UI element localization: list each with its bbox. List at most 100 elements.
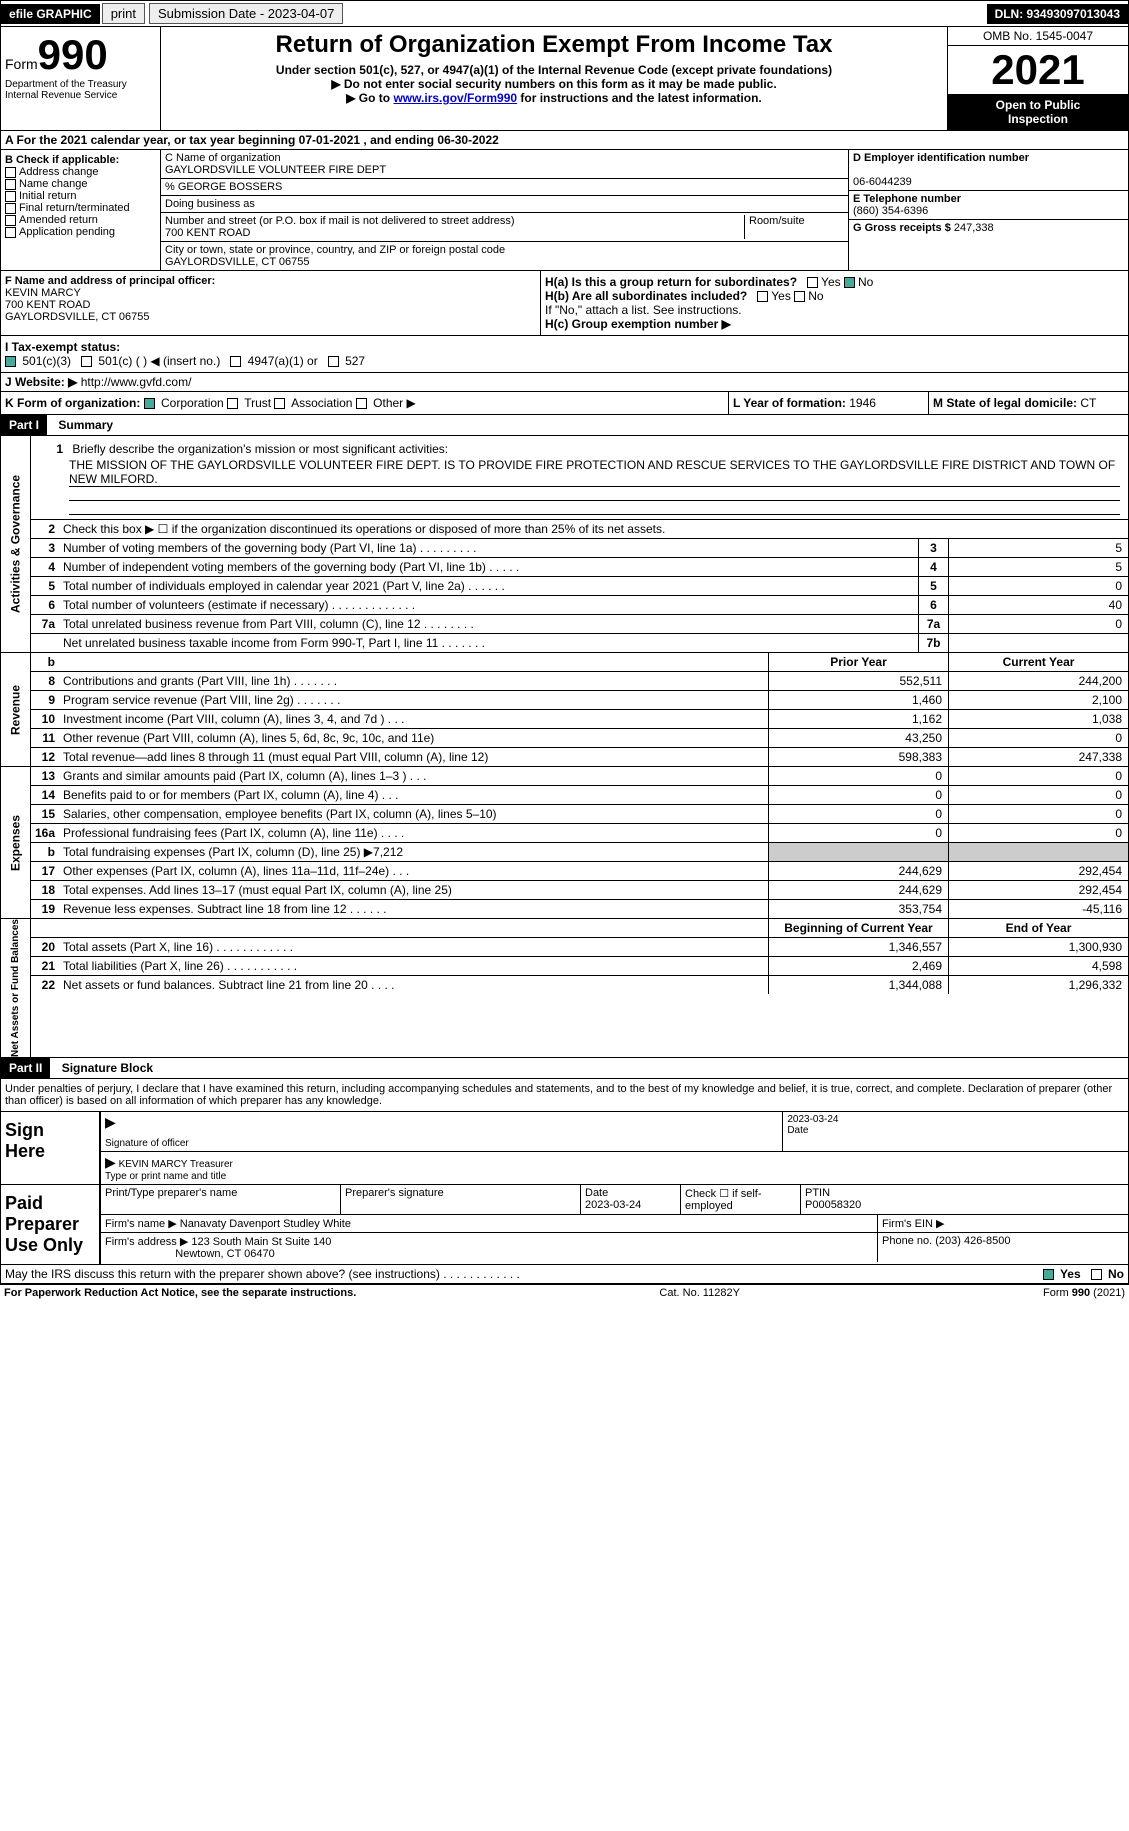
- section-governance: Activities & Governance 1 Briefly descri…: [0, 436, 1129, 653]
- sign-label-2: Here: [5, 1141, 45, 1161]
- cb-527[interactable]: [328, 356, 339, 367]
- cb-501c[interactable]: [81, 356, 92, 367]
- cb-501c3[interactable]: [5, 356, 16, 367]
- line-9: Program service revenue (Part VIII, line…: [61, 691, 768, 709]
- footer-mid: Cat. No. 11282Y: [659, 1287, 740, 1299]
- begin-year-hdr: Beginning of Current Year: [768, 919, 948, 937]
- cb-corp[interactable]: [144, 398, 155, 409]
- hb-no-cb[interactable]: [794, 291, 805, 302]
- omb-number: OMB No. 1545-0047: [948, 27, 1128, 46]
- part2-title: Signature Block: [54, 1058, 161, 1078]
- prep-date: 2023-03-24: [585, 1199, 641, 1211]
- line-8: Contributions and grants (Part VIII, lin…: [61, 672, 768, 690]
- dept-line2: Internal Revenue Service: [5, 90, 156, 101]
- l19-cur: -45,116: [948, 900, 1128, 918]
- cb-trust[interactable]: [227, 398, 238, 409]
- l15-prior: 0: [768, 805, 948, 823]
- vlabel-netassets: Net Assets or Fund Balances: [1, 919, 31, 1057]
- l12-prior: 598,383: [768, 748, 948, 766]
- mission-text: THE MISSION OF THE GAYLORDSVILLE VOLUNTE…: [69, 458, 1120, 487]
- checkbox-final[interactable]: [5, 203, 16, 214]
- val-7b: [948, 634, 1128, 652]
- hb-yes: Yes: [771, 289, 791, 303]
- discuss-yes-cb[interactable]: [1043, 1269, 1054, 1280]
- website-url: http://www.gvfd.com/: [81, 375, 192, 389]
- k-label: K Form of organization:: [5, 396, 140, 410]
- care-of: % GEORGE BOSSERS: [161, 179, 848, 196]
- l14-prior: 0: [768, 786, 948, 804]
- cb-assoc[interactable]: [274, 398, 285, 409]
- opt-4947: 4947(a)(1) or: [248, 354, 318, 368]
- line-16a: Professional fundraising fees (Part IX, …: [61, 824, 768, 842]
- period-end: 06-30-2022: [437, 133, 498, 147]
- cb-other[interactable]: [356, 398, 367, 409]
- phone-value: (860) 354-6396: [853, 205, 928, 217]
- form-number: 990: [38, 31, 108, 78]
- hb-note: If "No," attach a list. See instructions…: [545, 303, 1124, 317]
- discuss-yes: Yes: [1060, 1267, 1081, 1281]
- checkbox-initial[interactable]: [5, 191, 16, 202]
- org-name: GAYLORDSVILLE VOLUNTEER FIRE DEPT: [165, 164, 386, 176]
- domicile-state: CT: [1080, 396, 1096, 410]
- website-label: J Website: ▶: [5, 375, 77, 389]
- vlabel-governance: Activities & Governance: [1, 436, 31, 652]
- officer-label: F Name and address of principal officer:: [5, 275, 215, 287]
- checkbox-name[interactable]: [5, 179, 16, 190]
- l22-prior: 1,344,088: [768, 976, 948, 994]
- hb-no: No: [808, 289, 823, 303]
- line-6: Total number of volunteers (estimate if …: [61, 596, 918, 614]
- sign-label-1: Sign: [5, 1120, 44, 1140]
- firm-addr-label: Firm's address ▶: [105, 1236, 188, 1248]
- cb-4947[interactable]: [230, 356, 241, 367]
- part2-num: Part II: [1, 1058, 50, 1078]
- prep-name-label: Print/Type preparer's name: [101, 1185, 341, 1214]
- l11-cur: 0: [948, 729, 1128, 747]
- val-6: 40: [948, 596, 1128, 614]
- section-revenue: Revenue bPrior YearCurrent Year 8Contrib…: [0, 653, 1129, 767]
- ha-no-cb[interactable]: [844, 277, 855, 288]
- checkbox-address[interactable]: [5, 167, 16, 178]
- dba-label: Doing business as: [161, 196, 848, 213]
- discuss-no-cb[interactable]: [1091, 1269, 1102, 1280]
- arrow-icon-2: ▶: [105, 1154, 116, 1170]
- line-3: Number of voting members of the governin…: [61, 539, 918, 557]
- l16b-cur: [948, 843, 1128, 861]
- submission-date: Submission Date - 2023-04-07: [149, 3, 343, 24]
- line-11: Other revenue (Part VIII, column (A), li…: [61, 729, 768, 747]
- irs-link[interactable]: www.irs.gov/Form990: [393, 91, 517, 105]
- l18-cur: 292,454: [948, 881, 1128, 899]
- l13-prior: 0: [768, 767, 948, 785]
- footer-right: Form 990 (2021): [1043, 1287, 1125, 1299]
- part-2-header: Part II Signature Block: [0, 1058, 1129, 1079]
- print-button[interactable]: print: [102, 3, 145, 24]
- dept-line1: Department of the Treasury: [5, 79, 156, 90]
- row-klm: K Form of organization: Corporation Trus…: [0, 392, 1129, 415]
- section-expenses: Expenses 13Grants and similar amounts pa…: [0, 767, 1129, 919]
- checkbox-amended[interactable]: [5, 215, 16, 226]
- hb-label: H(b) Are all subordinates included?: [545, 289, 747, 303]
- l11-prior: 43,250: [768, 729, 948, 747]
- opt-address: Address change: [19, 166, 99, 178]
- row-a: A For the 2021 calendar year, or tax yea…: [0, 131, 1129, 150]
- instr2-pre: ▶ Go to: [346, 91, 393, 105]
- form-word: Form: [5, 56, 38, 72]
- prep-date-label: Date: [585, 1187, 608, 1199]
- l13-cur: 0: [948, 767, 1128, 785]
- firm-phone-label: Phone no.: [882, 1235, 935, 1247]
- form-subtitle: Under section 501(c), 527, or 4947(a)(1)…: [165, 63, 943, 77]
- checkbox-pending[interactable]: [5, 227, 16, 238]
- vlabel-expenses: Expenses: [1, 767, 31, 918]
- room-label: Room/suite: [744, 215, 844, 239]
- ha-yes-cb[interactable]: [807, 277, 818, 288]
- gross-label: G Gross receipts $: [853, 222, 954, 234]
- sig-date-label: Date: [787, 1125, 808, 1136]
- line-17: Other expenses (Part IX, column (A), lin…: [61, 862, 768, 880]
- line-22: Net assets or fund balances. Subtract li…: [61, 976, 768, 994]
- dln-label: DLN: 93493097013043: [987, 4, 1128, 24]
- addr-label: Number and street (or P.O. box if mail i…: [165, 215, 515, 227]
- hb-yes-cb[interactable]: [757, 291, 768, 302]
- l12-cur: 247,338: [948, 748, 1128, 766]
- hc-label: H(c) Group exemption number ▶: [545, 317, 731, 331]
- paid-label-2: Preparer: [5, 1214, 79, 1234]
- opt-501c3: 501(c)(3): [22, 354, 71, 368]
